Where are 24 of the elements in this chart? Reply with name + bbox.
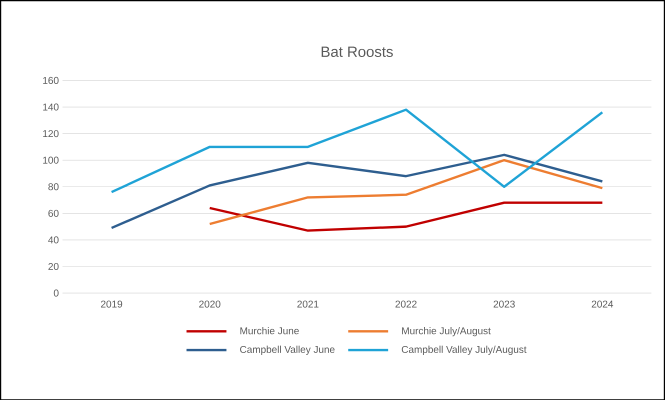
x-tick-label: 2019 bbox=[101, 300, 122, 308]
legend-label: Murchie June bbox=[240, 326, 299, 334]
y-tick-label: 80 bbox=[48, 183, 59, 190]
line-series bbox=[110, 153, 604, 229]
y-tick-label: 160 bbox=[43, 76, 59, 84]
y-tick-label: 0 bbox=[54, 289, 59, 296]
y-tick-label: 120 bbox=[43, 130, 59, 137]
chart-title: Bat Roosts bbox=[322, 46, 393, 57]
y-tick-label: 20 bbox=[48, 262, 59, 270]
y-tick-label: 140 bbox=[43, 103, 59, 110]
legend-label: Campbell Valley July/August bbox=[402, 345, 526, 355]
line-series bbox=[110, 108, 604, 194]
x-tick-label: 2022 bbox=[395, 300, 417, 308]
y-tick-label: 60 bbox=[48, 210, 59, 217]
legend-label: Campbell Valley June bbox=[240, 345, 335, 355]
x-tick-label: 2024 bbox=[592, 300, 614, 308]
y-tick-label: 100 bbox=[43, 156, 59, 164]
legend-label: Murchie July/August bbox=[402, 326, 491, 336]
x-tick-label: 2023 bbox=[494, 300, 515, 308]
x-tick-label: 2020 bbox=[199, 300, 220, 308]
x-tick-label: 2021 bbox=[297, 300, 318, 308]
line-series bbox=[208, 201, 604, 232]
y-tick-label: 40 bbox=[48, 236, 59, 244]
line-series bbox=[208, 158, 604, 225]
